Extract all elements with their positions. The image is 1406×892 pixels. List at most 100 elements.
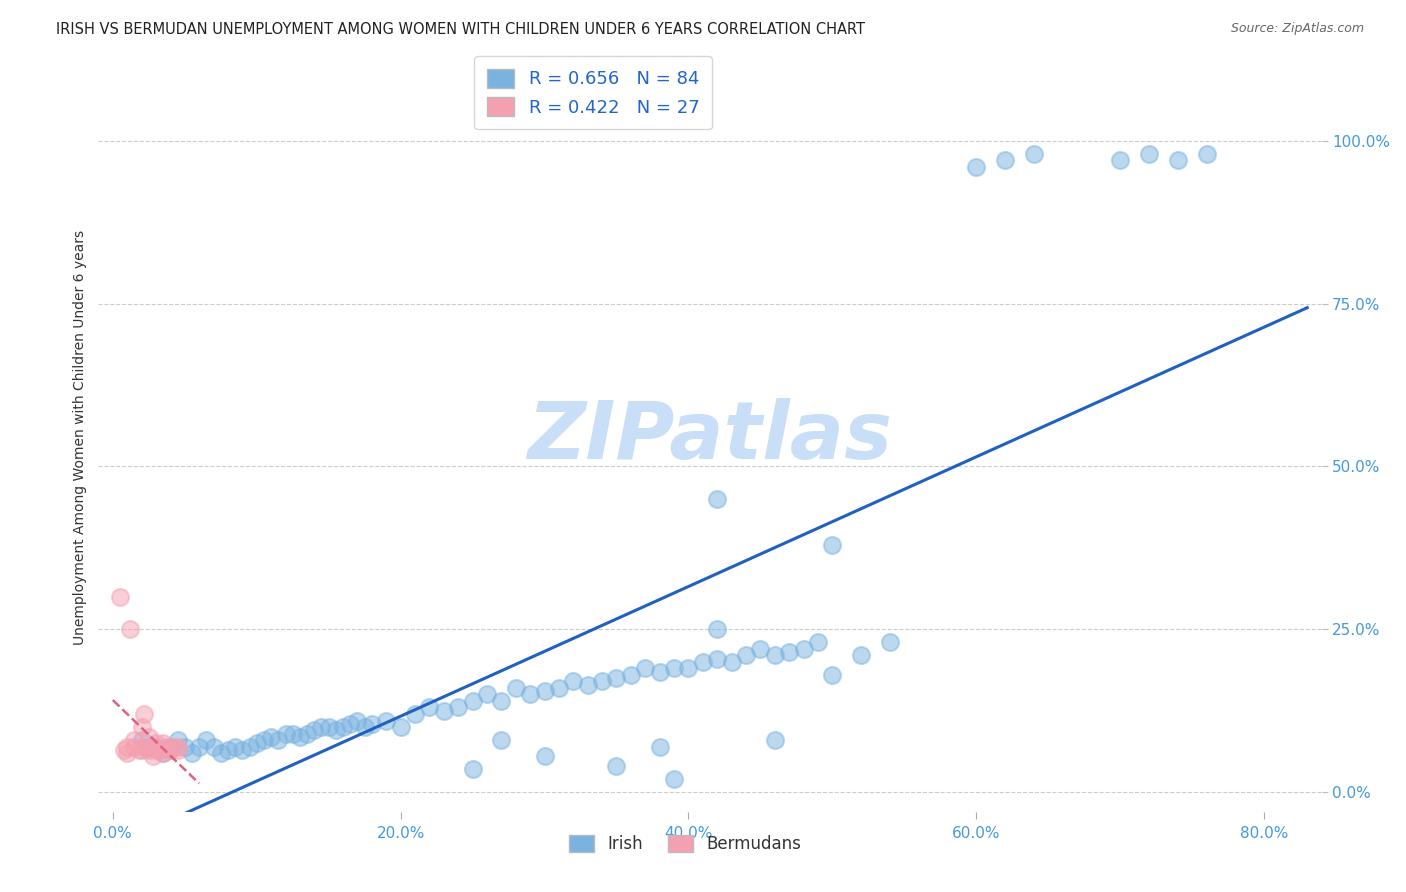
- Point: [124, 739, 146, 754]
- Point: [533, 749, 555, 764]
- Point: [181, 746, 204, 760]
- Point: [159, 743, 181, 757]
- Point: [332, 720, 354, 734]
- Point: [749, 641, 772, 656]
- Point: [152, 746, 174, 760]
- Point: [124, 733, 146, 747]
- Text: Source: ZipAtlas.com: Source: ZipAtlas.com: [1230, 22, 1364, 36]
- Point: [418, 700, 440, 714]
- Point: [634, 661, 657, 675]
- Point: [648, 665, 671, 679]
- Point: [763, 648, 786, 663]
- Point: [148, 743, 170, 757]
- Point: [231, 743, 253, 757]
- Point: [1195, 146, 1218, 161]
- Point: [605, 759, 627, 773]
- Point: [994, 153, 1017, 168]
- Point: [662, 772, 685, 786]
- Point: [1137, 146, 1160, 161]
- Point: [849, 648, 872, 663]
- Point: [461, 694, 484, 708]
- Point: [138, 739, 160, 754]
- Point: [138, 730, 160, 744]
- Point: [166, 743, 188, 757]
- Point: [224, 739, 246, 754]
- Point: [548, 681, 571, 695]
- Point: [491, 694, 513, 708]
- Point: [339, 716, 361, 731]
- Point: [591, 674, 613, 689]
- Point: [162, 739, 184, 754]
- Point: [576, 678, 599, 692]
- Point: [1109, 153, 1132, 168]
- Text: ZIPatlas: ZIPatlas: [527, 398, 893, 476]
- Point: [1022, 146, 1045, 161]
- Point: [447, 700, 470, 714]
- Point: [706, 651, 728, 665]
- Point: [145, 736, 167, 750]
- Point: [491, 733, 513, 747]
- Point: [735, 648, 758, 663]
- Point: [360, 716, 382, 731]
- Point: [648, 739, 671, 754]
- Point: [562, 674, 585, 689]
- Point: [678, 661, 700, 675]
- Point: [533, 684, 555, 698]
- Point: [260, 730, 283, 744]
- Point: [128, 743, 150, 757]
- Point: [156, 739, 179, 754]
- Point: [159, 743, 181, 757]
- Y-axis label: Unemployment Among Women with Children Under 6 years: Unemployment Among Women with Children U…: [73, 229, 87, 645]
- Point: [318, 720, 340, 734]
- Point: [152, 746, 174, 760]
- Point: [505, 681, 527, 695]
- Point: [134, 706, 156, 721]
- Point: [821, 538, 844, 552]
- Point: [217, 743, 239, 757]
- Point: [346, 714, 368, 728]
- Point: [202, 739, 225, 754]
- Point: [821, 668, 844, 682]
- Point: [152, 736, 174, 750]
- Legend: Irish, Bermudans: Irish, Bermudans: [562, 828, 808, 860]
- Point: [311, 720, 333, 734]
- Point: [433, 704, 456, 718]
- Point: [807, 635, 830, 649]
- Point: [620, 668, 643, 682]
- Point: [166, 739, 188, 754]
- Point: [115, 746, 138, 760]
- Point: [115, 739, 138, 754]
- Point: [253, 733, 276, 747]
- Point: [134, 739, 156, 754]
- Point: [706, 491, 728, 506]
- Point: [288, 730, 311, 744]
- Point: [138, 743, 160, 757]
- Point: [173, 739, 195, 754]
- Point: [145, 739, 167, 754]
- Point: [879, 635, 901, 649]
- Point: [238, 739, 260, 754]
- Point: [131, 720, 153, 734]
- Point: [475, 688, 498, 702]
- Point: [389, 720, 412, 734]
- Point: [793, 641, 815, 656]
- Point: [274, 726, 297, 740]
- Point: [304, 723, 326, 738]
- Point: [131, 733, 153, 747]
- Point: [692, 655, 714, 669]
- Point: [159, 739, 181, 754]
- Point: [706, 622, 728, 636]
- Point: [519, 688, 541, 702]
- Point: [325, 723, 347, 738]
- Point: [142, 749, 165, 764]
- Point: [246, 736, 269, 750]
- Point: [778, 645, 800, 659]
- Point: [353, 720, 375, 734]
- Point: [404, 706, 426, 721]
- Point: [131, 743, 153, 757]
- Point: [295, 726, 318, 740]
- Point: [108, 590, 131, 604]
- Point: [1167, 153, 1189, 168]
- Text: IRISH VS BERMUDAN UNEMPLOYMENT AMONG WOMEN WITH CHILDREN UNDER 6 YEARS CORRELATI: IRISH VS BERMUDAN UNEMPLOYMENT AMONG WOM…: [56, 22, 865, 37]
- Point: [461, 763, 484, 777]
